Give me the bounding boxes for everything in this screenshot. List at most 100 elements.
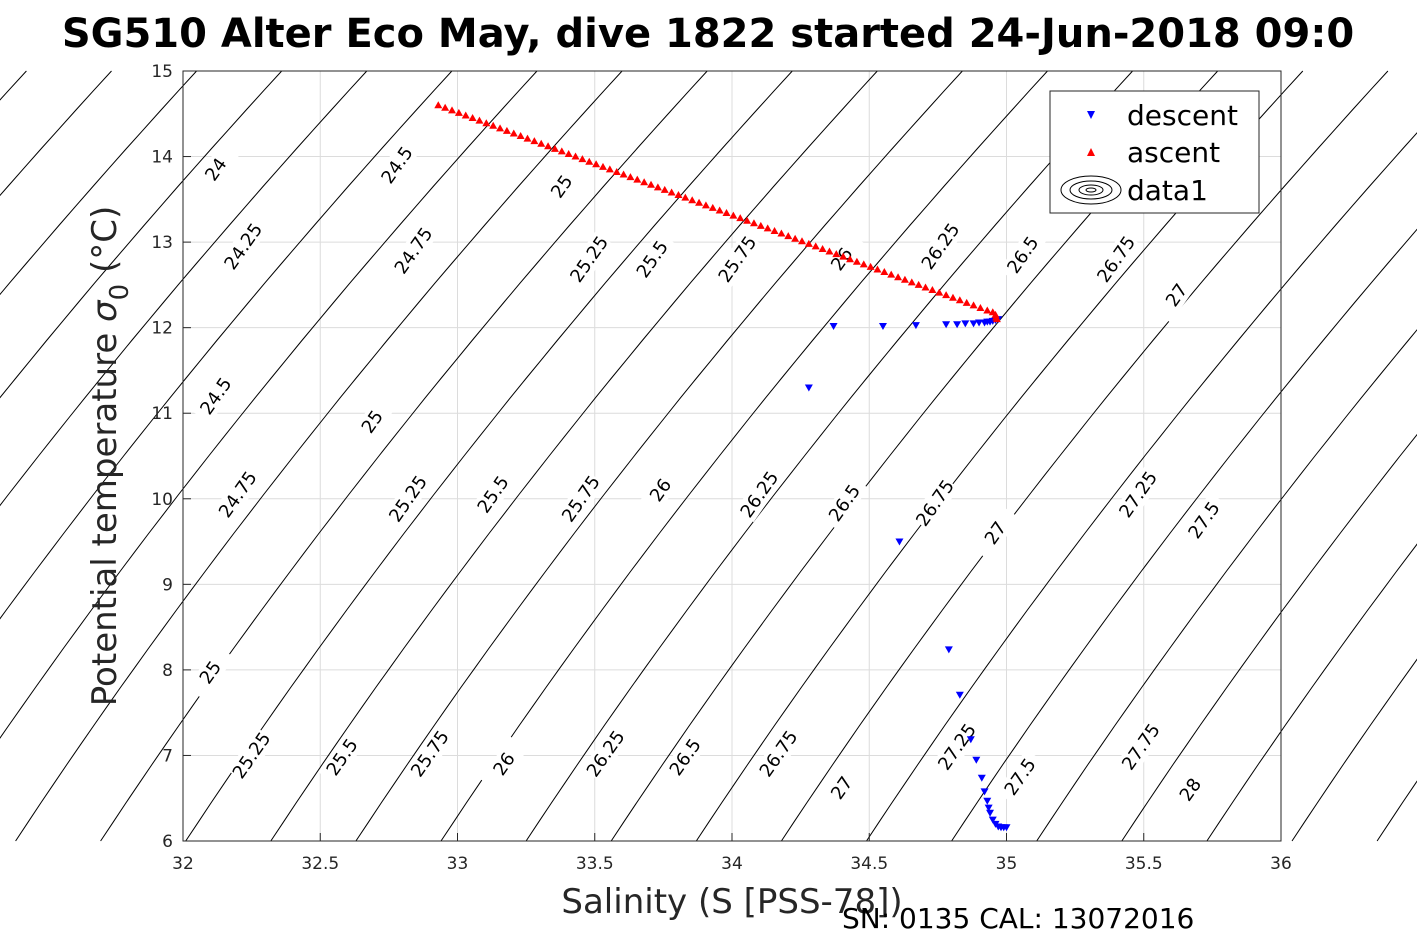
contour-label-bg xyxy=(384,471,433,527)
ascent-point xyxy=(839,252,848,260)
contour-label-bg xyxy=(754,726,803,782)
contour-label-bg xyxy=(565,231,614,287)
descent-series xyxy=(804,316,1011,832)
ascent-point xyxy=(688,196,697,204)
ascent-point xyxy=(907,278,916,286)
ascent-series xyxy=(434,101,1001,323)
ascent-point xyxy=(550,144,559,152)
ascent-point xyxy=(482,119,491,127)
density-contour-line xyxy=(185,70,793,842)
ascent-point xyxy=(859,260,868,268)
ascent-point xyxy=(942,291,951,299)
ascent-point xyxy=(955,296,964,304)
density-contour-line xyxy=(0,70,27,101)
ascent-point xyxy=(992,315,1001,323)
contour-label-bg xyxy=(999,227,1047,283)
ascent-point xyxy=(715,206,724,214)
x-axis-ticks: 32 32.5 33 33.5 34 34.5 35 35.5 36 xyxy=(172,833,1292,874)
y-axis-label: Potential temperature σ0 (°C) xyxy=(85,206,135,706)
density-contour-line xyxy=(1206,543,1417,842)
legend-ascent-marker xyxy=(1087,148,1095,156)
descent-point xyxy=(955,691,964,699)
contour-label-bg xyxy=(1114,466,1163,523)
contour-label-bg xyxy=(971,505,1020,561)
ascent-point xyxy=(667,188,676,196)
density-contour-line xyxy=(951,228,1417,842)
ascent-point xyxy=(743,216,752,224)
ascent-point xyxy=(948,293,957,301)
ascent-point xyxy=(701,201,710,209)
ascent-point xyxy=(626,173,635,181)
legend-descent-label: descent xyxy=(1127,99,1238,132)
ascent-point xyxy=(852,257,861,265)
contour-label-bg xyxy=(389,223,438,279)
contour-label-bg xyxy=(537,158,586,215)
density-contour-line xyxy=(440,70,1048,842)
ascent-point xyxy=(461,111,470,119)
ascent-point xyxy=(475,116,484,124)
y-tick-label: 11 xyxy=(151,404,173,424)
ascent-point xyxy=(832,250,841,258)
density-contour-line xyxy=(1376,780,1417,842)
density-contour-line xyxy=(1121,433,1417,842)
ascent-point xyxy=(441,103,450,111)
ascent-point xyxy=(983,306,992,314)
ascent-point xyxy=(660,185,669,193)
density-contour-line xyxy=(0,70,368,507)
ascent-point xyxy=(434,101,443,109)
descent-point xyxy=(942,321,951,329)
ascent-point xyxy=(695,198,704,206)
descent-point xyxy=(977,774,986,782)
descent-point xyxy=(975,319,984,327)
density-contour-line xyxy=(0,70,197,296)
y-label-sigma: σ xyxy=(85,299,125,322)
descent-point xyxy=(983,797,992,805)
contour-label-bg xyxy=(916,218,965,274)
x-tick-label: 32.5 xyxy=(301,854,339,874)
ascent-point xyxy=(585,157,594,165)
ascent-point xyxy=(900,275,909,283)
ascent-point xyxy=(736,214,745,222)
descent-point xyxy=(961,320,970,328)
legend-descent-marker xyxy=(1087,111,1095,119)
ascent-point xyxy=(777,229,786,237)
x-tick-label: 36 xyxy=(1270,854,1292,874)
ascent-point xyxy=(496,124,505,132)
ascent-point xyxy=(530,137,539,145)
descent-point xyxy=(980,788,989,796)
ascent-point xyxy=(770,226,779,234)
ascent-point xyxy=(647,180,656,188)
ascent-point xyxy=(681,193,690,201)
contour-label-bg xyxy=(192,141,240,197)
legend-box xyxy=(1049,90,1260,214)
descent-point xyxy=(878,322,887,330)
descent-point xyxy=(953,321,962,329)
contour-label-bg xyxy=(1092,231,1141,287)
ascent-point xyxy=(502,126,511,134)
contour-label-bg xyxy=(406,726,454,782)
ascent-point xyxy=(571,152,580,160)
ascent-point xyxy=(612,167,621,175)
contour-label-bg xyxy=(1117,719,1165,775)
density-contour-line xyxy=(270,70,878,842)
density-contour-line xyxy=(866,132,1417,842)
descent-point xyxy=(966,736,975,744)
y-label-main: Potential temperature xyxy=(85,322,125,706)
legend-data1-label: data1 xyxy=(1127,174,1208,207)
y-tick-label: 12 xyxy=(151,319,173,339)
ascent-point xyxy=(605,165,614,173)
contour-label-bg xyxy=(636,462,685,518)
ascent-point xyxy=(564,149,573,157)
ascent-point xyxy=(557,147,566,155)
contour-label-bg xyxy=(219,218,268,274)
contour-label-bg xyxy=(318,729,367,785)
ascent-point xyxy=(722,209,731,217)
ascent-point xyxy=(825,247,834,255)
ascent-point xyxy=(544,142,553,150)
ascent-point xyxy=(866,262,875,270)
ascent-point xyxy=(448,106,457,114)
y-tick-label: 6 xyxy=(162,832,173,852)
density-contour-line xyxy=(0,70,283,399)
ascent-point xyxy=(804,239,813,247)
